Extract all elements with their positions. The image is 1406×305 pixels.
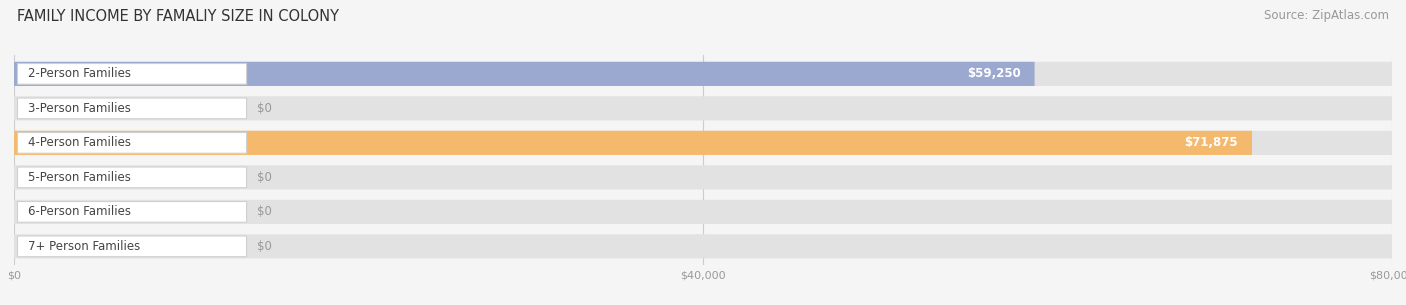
Text: $0: $0 [257, 240, 271, 253]
FancyBboxPatch shape [14, 234, 1392, 258]
FancyBboxPatch shape [17, 133, 246, 153]
FancyBboxPatch shape [17, 63, 246, 84]
FancyBboxPatch shape [14, 62, 1035, 86]
Text: $0: $0 [257, 102, 271, 115]
FancyBboxPatch shape [14, 96, 1392, 120]
Text: 5-Person Families: 5-Person Families [28, 171, 131, 184]
Text: $0: $0 [257, 171, 271, 184]
Text: $59,250: $59,250 [967, 67, 1021, 81]
FancyBboxPatch shape [17, 98, 246, 119]
FancyBboxPatch shape [14, 131, 1251, 155]
Text: 4-Person Families: 4-Person Families [28, 136, 131, 149]
FancyBboxPatch shape [17, 236, 246, 257]
FancyBboxPatch shape [14, 62, 1392, 86]
Text: Source: ZipAtlas.com: Source: ZipAtlas.com [1264, 9, 1389, 22]
Text: $71,875: $71,875 [1185, 136, 1239, 149]
Text: 2-Person Families: 2-Person Families [28, 67, 131, 81]
Text: FAMILY INCOME BY FAMALIY SIZE IN COLONY: FAMILY INCOME BY FAMALIY SIZE IN COLONY [17, 9, 339, 24]
FancyBboxPatch shape [17, 202, 246, 222]
FancyBboxPatch shape [14, 200, 1392, 224]
Text: $0: $0 [257, 205, 271, 218]
Text: 3-Person Families: 3-Person Families [28, 102, 131, 115]
FancyBboxPatch shape [17, 167, 246, 188]
FancyBboxPatch shape [14, 131, 1392, 155]
FancyBboxPatch shape [14, 165, 1392, 189]
Text: 6-Person Families: 6-Person Families [28, 205, 131, 218]
Text: 7+ Person Families: 7+ Person Families [28, 240, 141, 253]
